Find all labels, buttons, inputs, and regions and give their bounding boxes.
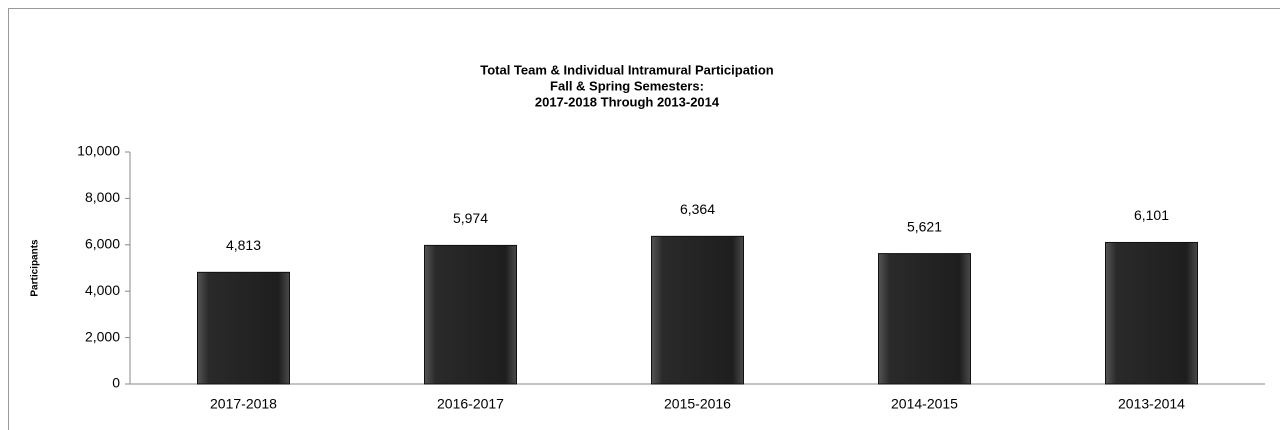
- chart-title: Total Team & Individual Intramural Parti…: [480, 62, 774, 77]
- y-tick-label: 8,000: [85, 189, 120, 205]
- chart-title: Fall & Spring Semesters:: [550, 78, 704, 93]
- x-tick-label: 2015-2016: [664, 396, 731, 412]
- frame: [8, 8, 1280, 430]
- bar: [878, 253, 971, 385]
- bar: [197, 271, 290, 385]
- y-tick-label: 10,000: [77, 143, 120, 159]
- x-tick-label: 2013-2014: [1118, 396, 1185, 412]
- value-label: 6,364: [680, 201, 715, 217]
- value-label: 6,101: [1134, 207, 1169, 223]
- y-tick-label: 4,000: [85, 282, 120, 298]
- bar: [1105, 241, 1198, 385]
- x-tick-label: 2017-2018: [210, 396, 277, 412]
- value-label: 5,621: [907, 218, 942, 234]
- value-label: 5,974: [453, 210, 488, 226]
- y-axis-label: Participants: [30, 239, 41, 297]
- y-tick-label: 0: [112, 375, 120, 391]
- chart-title: 2017-2018 Through 2013-2014: [535, 94, 720, 109]
- bar: [651, 235, 744, 385]
- y-tick-label: 6,000: [85, 236, 120, 252]
- x-tick-label: 2014-2015: [891, 396, 958, 412]
- value-label: 4,813: [226, 237, 261, 253]
- y-tick-label: 2,000: [85, 328, 120, 344]
- x-tick-label: 2016-2017: [437, 396, 504, 412]
- bar: [424, 244, 517, 385]
